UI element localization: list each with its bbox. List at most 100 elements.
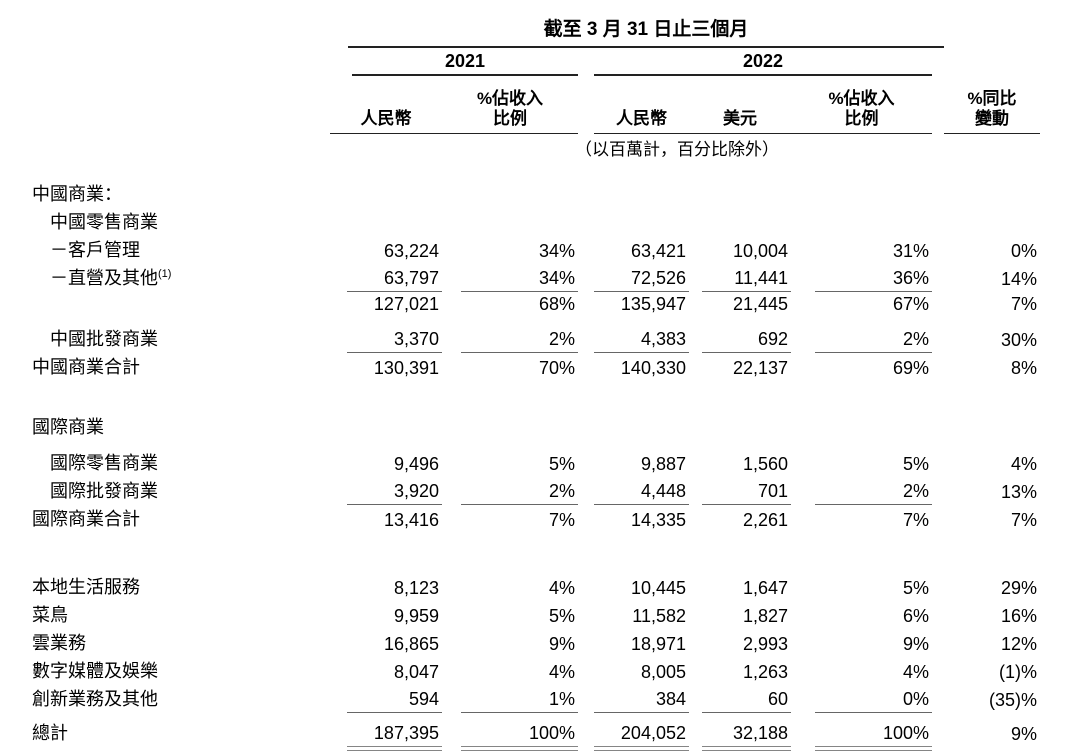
cell-value	[815, 439, 932, 441]
cell-value: 1%	[461, 689, 578, 713]
cell-value: 1,560	[742, 454, 788, 474]
cell-value: 4%	[548, 578, 575, 598]
cell-value: 9%	[902, 634, 929, 654]
cell-value: 7%	[1010, 510, 1037, 530]
table-row: 國際商業	[30, 413, 1040, 441]
row-label: －直營及其他(1)	[50, 268, 172, 288]
row-label	[30, 292, 330, 317]
cell-value	[461, 206, 578, 208]
cell-value	[347, 439, 442, 441]
cell-value: 3,370	[347, 329, 442, 353]
cell-value: 4%	[902, 662, 929, 682]
cell-value: 2%	[815, 481, 932, 505]
cell-value: 2,261	[742, 510, 788, 530]
cell-value: 4,448	[594, 481, 689, 505]
cell-value: 8,047	[393, 662, 439, 682]
cell-value: 14,335	[630, 510, 686, 530]
cell-value: 69%	[892, 358, 929, 378]
row-label: 中國商業：	[32, 184, 122, 204]
row-label: 總計	[32, 723, 68, 743]
cell-value: 100%	[461, 723, 578, 751]
cell-value: 127,021	[373, 294, 439, 314]
cell-value: 100%	[815, 723, 932, 751]
cell-value: 135,947	[620, 294, 686, 314]
cell-value: 8,005	[640, 662, 686, 682]
cell-value: 31%	[892, 241, 929, 261]
table-row: 中國零售商業	[30, 208, 1040, 236]
cell-value	[946, 206, 1040, 208]
cell-value: 11,441	[702, 268, 791, 292]
cell-value: 187,395	[347, 723, 442, 751]
cell-value: 1,827	[742, 606, 788, 626]
cell-value: 1,263	[742, 662, 788, 682]
cell-value	[702, 234, 791, 236]
table-title-row: 截至 3 月 31 日止三個月	[30, 14, 1040, 48]
cell-value: 0%	[815, 689, 932, 713]
row-label: 創新業務及其他	[32, 689, 158, 709]
row-label: 雲業務	[32, 633, 86, 653]
cell-value: 2,993	[742, 634, 788, 654]
cell-value: 13,416	[383, 510, 439, 530]
cell-value: 63,224	[383, 241, 439, 261]
cell-value: (1)%	[998, 662, 1037, 682]
cell-value: 34%	[538, 241, 575, 261]
cell-value: 5%	[548, 606, 575, 626]
cell-value: 130,391	[373, 358, 439, 378]
cell-value: 9,959	[393, 606, 439, 626]
cell-value: 9%	[548, 634, 575, 654]
cell-value: 5%	[548, 454, 575, 474]
cell-value	[946, 439, 1040, 441]
table-row: 國際商業合計 13,416 7% 14,335 2,261 7% 7%	[30, 505, 1040, 533]
cell-value	[594, 439, 689, 441]
cell-value	[461, 234, 578, 236]
cell-value: 18,971	[630, 634, 686, 654]
header-yoy-change: %同比 變動	[944, 89, 1040, 134]
cell-value: 140,330	[620, 358, 686, 378]
cell-value: 594	[347, 689, 442, 713]
cell-value: 60	[702, 689, 791, 713]
cell-value	[702, 439, 791, 441]
cell-value: 30%	[1000, 330, 1037, 350]
footnote-marker: (1)	[158, 268, 172, 280]
cell-value	[815, 206, 932, 208]
cell-value	[594, 234, 689, 236]
col-group-2022: 2022	[594, 51, 932, 76]
segment-revenue-table: 截至 3 月 31 日止三個月 2021 2022 人民幣 %佔收入 比例 人民幣…	[30, 14, 1040, 751]
cell-value: 14%	[1000, 269, 1037, 289]
table-row-total: 總計 187,395 100% 204,052 32,188 100% 9%	[30, 713, 1040, 751]
cell-value: 10,445	[630, 578, 686, 598]
table-row: 數字媒體及娛樂 8,047 4% 8,005 1,263 4% (1)%	[30, 657, 1040, 685]
table-row: 菜鳥 9,959 5% 11,582 1,827 6% 16%	[30, 601, 1040, 629]
header-rmb-2022: 人民幣	[594, 109, 689, 134]
cell-value	[702, 206, 791, 208]
cell-value	[594, 206, 689, 208]
header-pct-2022: %佔收入 比例	[791, 89, 932, 134]
table-row: 中國商業合計 130,391 70% 140,330 22,137 69% 8%	[30, 353, 1040, 381]
cell-value: 204,052	[594, 723, 689, 751]
cell-value: 16%	[1000, 606, 1037, 626]
cell-value: 9,496	[393, 454, 439, 474]
table-row: 創新業務及其他 594 1% 384 60 0% (35)%	[30, 685, 1040, 713]
cell-value: 1,647	[742, 578, 788, 598]
header-rmb-2021: 人民幣	[330, 109, 442, 134]
row-label: －客戶管理	[50, 240, 140, 260]
row-label: 國際商業	[32, 417, 104, 437]
cell-value: 5%	[902, 578, 929, 598]
row-label: 國際批發商業	[50, 481, 158, 501]
row-label: 國際零售商業	[50, 453, 158, 473]
cell-value: 22,137	[732, 358, 788, 378]
cell-value: 384	[594, 689, 689, 713]
cell-value: 13%	[1000, 482, 1037, 502]
cell-value: 32,188	[702, 723, 791, 751]
cell-value: 8%	[1010, 358, 1037, 378]
row-label: 中國批發商業	[50, 329, 158, 349]
cell-value: 36%	[815, 268, 932, 292]
unit-note-row: （以百萬計，百分比除外）	[30, 134, 1040, 164]
cell-value: 3,920	[347, 481, 442, 505]
table-row: －客戶管理 63,224 34% 63,421 10,004 31% 0%	[30, 236, 1040, 264]
table-title: 截至 3 月 31 日止三個月	[348, 14, 944, 48]
cell-value: 701	[702, 481, 791, 505]
table-row: 國際批發商業 3,920 2% 4,448 701 2% 13%	[30, 477, 1040, 505]
cell-value: 63,421	[630, 241, 686, 261]
table-row: 本地生活服務 8,123 4% 10,445 1,647 5% 29%	[30, 573, 1040, 601]
